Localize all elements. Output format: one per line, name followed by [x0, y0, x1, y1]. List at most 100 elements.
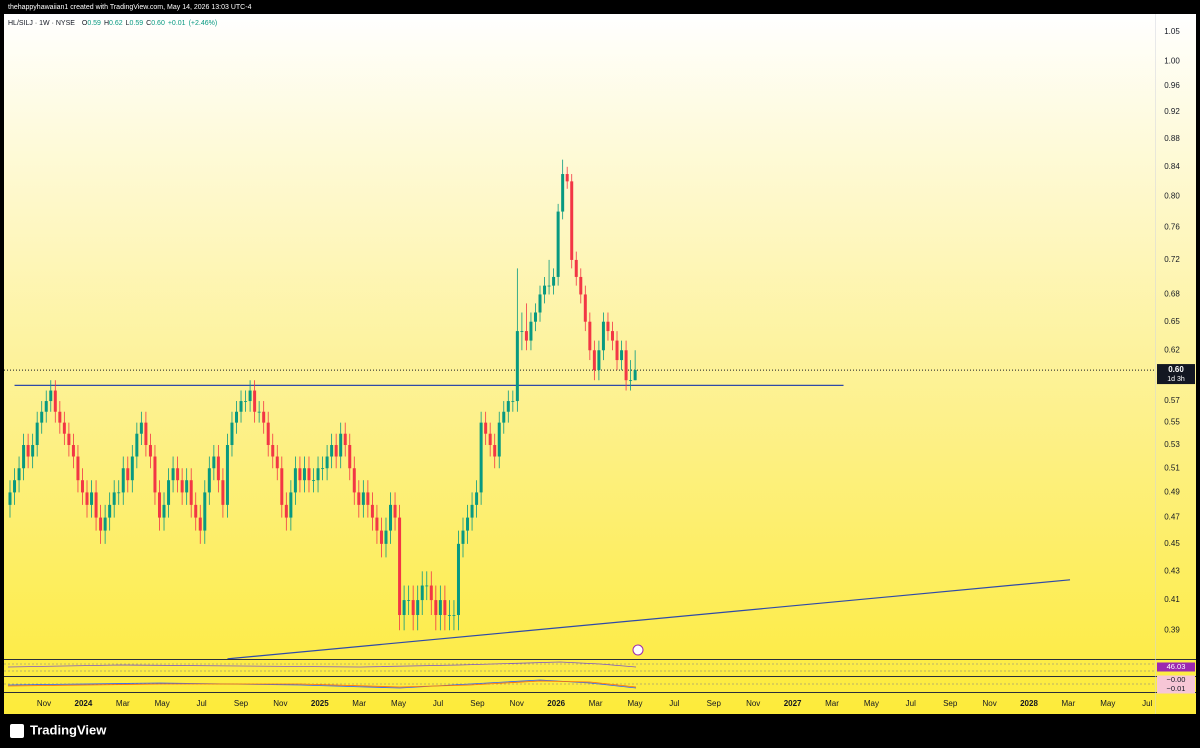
candle-body — [230, 422, 234, 446]
candle-body — [244, 401, 248, 402]
candle-body — [80, 480, 84, 493]
candle-body — [8, 492, 12, 505]
y-tick-label: 0.72 — [1164, 255, 1180, 264]
x-tick-label: Sep — [943, 699, 958, 708]
candle-body — [601, 321, 605, 351]
candle-body — [515, 331, 519, 402]
candle-body — [26, 445, 30, 457]
y-tick-label: 0.84 — [1164, 162, 1180, 171]
y-tick-label: 0.96 — [1164, 81, 1180, 90]
x-tick-label: 2026 — [547, 699, 565, 708]
legend-key: C — [146, 20, 151, 27]
candle-body — [452, 615, 456, 616]
x-tick-label: Jul — [196, 699, 206, 708]
candle-body — [284, 504, 288, 518]
candle-body — [271, 445, 275, 457]
candle-body — [307, 468, 311, 481]
legend-value: 0.59 — [130, 20, 144, 27]
y-tick-label: 0.43 — [1164, 566, 1180, 575]
footer — [0, 714, 1200, 748]
candle-body — [475, 492, 479, 505]
candle-body — [334, 445, 338, 457]
candle-body — [493, 445, 497, 457]
candle-body — [429, 585, 433, 601]
x-tick-label: Mar — [1062, 699, 1076, 708]
x-tick-label: Jul — [433, 699, 443, 708]
candle-body — [162, 504, 166, 518]
candle-body — [180, 480, 184, 493]
y-tick-label: 0.41 — [1164, 595, 1180, 604]
candle-body — [497, 422, 501, 457]
candle-body — [148, 445, 152, 457]
brand: TradingView — [30, 722, 107, 737]
x-tick-label: Nov — [37, 699, 51, 708]
candle-body — [339, 433, 343, 457]
candle-body — [547, 285, 551, 287]
candle-body — [357, 492, 361, 505]
x-tick-label: 2028 — [1020, 699, 1038, 708]
x-tick-label: Sep — [470, 699, 485, 708]
candle-body — [235, 411, 238, 423]
indicator-label-box — [1157, 675, 1195, 685]
candle-body — [316, 468, 320, 481]
candle-body — [624, 350, 628, 381]
y-tick-label: 0.57 — [1164, 396, 1180, 405]
candle-body — [570, 181, 574, 260]
y-tick-label: 1.05 — [1164, 27, 1180, 36]
candle-body — [543, 285, 547, 295]
x-tick-label: Mar — [116, 699, 130, 708]
candle-body — [298, 468, 302, 481]
candle-body — [280, 468, 284, 505]
candle-body — [552, 276, 556, 286]
y-tick-label: 0.92 — [1164, 107, 1180, 116]
x-tick-label: May — [864, 699, 879, 708]
candle-body — [389, 504, 393, 531]
candle-body — [207, 468, 211, 493]
legend-symbol: HL/SILJ · 1W · NYSE — [8, 20, 75, 27]
x-tick-label: Jul — [906, 699, 916, 708]
candle-body — [76, 456, 80, 481]
candle-body — [117, 492, 121, 494]
candle-body — [348, 445, 352, 469]
candle-body — [22, 445, 26, 469]
candle-body — [103, 517, 107, 531]
last-price-box — [1157, 364, 1195, 385]
candle-body — [198, 517, 202, 531]
candle-body — [488, 433, 492, 446]
candle-body — [352, 468, 356, 493]
candle-body — [130, 456, 134, 481]
candle-body — [592, 350, 596, 371]
candle-body — [520, 331, 524, 332]
candle-body — [343, 433, 347, 446]
candle-body — [13, 480, 17, 493]
candle-body — [126, 468, 130, 481]
candle-body — [94, 492, 98, 518]
candle-body — [629, 380, 633, 382]
candle-body — [58, 411, 62, 423]
y-tick-label: 0.49 — [1164, 488, 1180, 497]
candle-body — [502, 411, 506, 423]
candle-body — [633, 370, 637, 381]
candle-body — [425, 585, 429, 587]
candle-body — [35, 422, 39, 446]
candle-body — [438, 600, 442, 616]
candle-body — [144, 422, 148, 446]
y-tick-label: 0.65 — [1164, 317, 1180, 326]
candle-body — [393, 504, 397, 518]
candle-body — [574, 259, 578, 277]
candle-body — [597, 350, 601, 371]
candle-body — [176, 468, 180, 481]
candle-body — [479, 422, 483, 493]
x-tick-label: May — [1100, 699, 1115, 708]
candle-body — [253, 390, 257, 412]
y-tick-label: 0.62 — [1164, 345, 1180, 354]
candle-body — [529, 321, 533, 341]
candle-body — [44, 401, 48, 412]
candle-body — [524, 331, 528, 341]
candle-body — [289, 492, 293, 518]
candle-body — [456, 543, 460, 616]
y-tick-label: 0.76 — [1164, 222, 1180, 231]
candle-body — [248, 390, 252, 402]
candle-body — [484, 422, 488, 434]
candle-body — [40, 411, 44, 423]
